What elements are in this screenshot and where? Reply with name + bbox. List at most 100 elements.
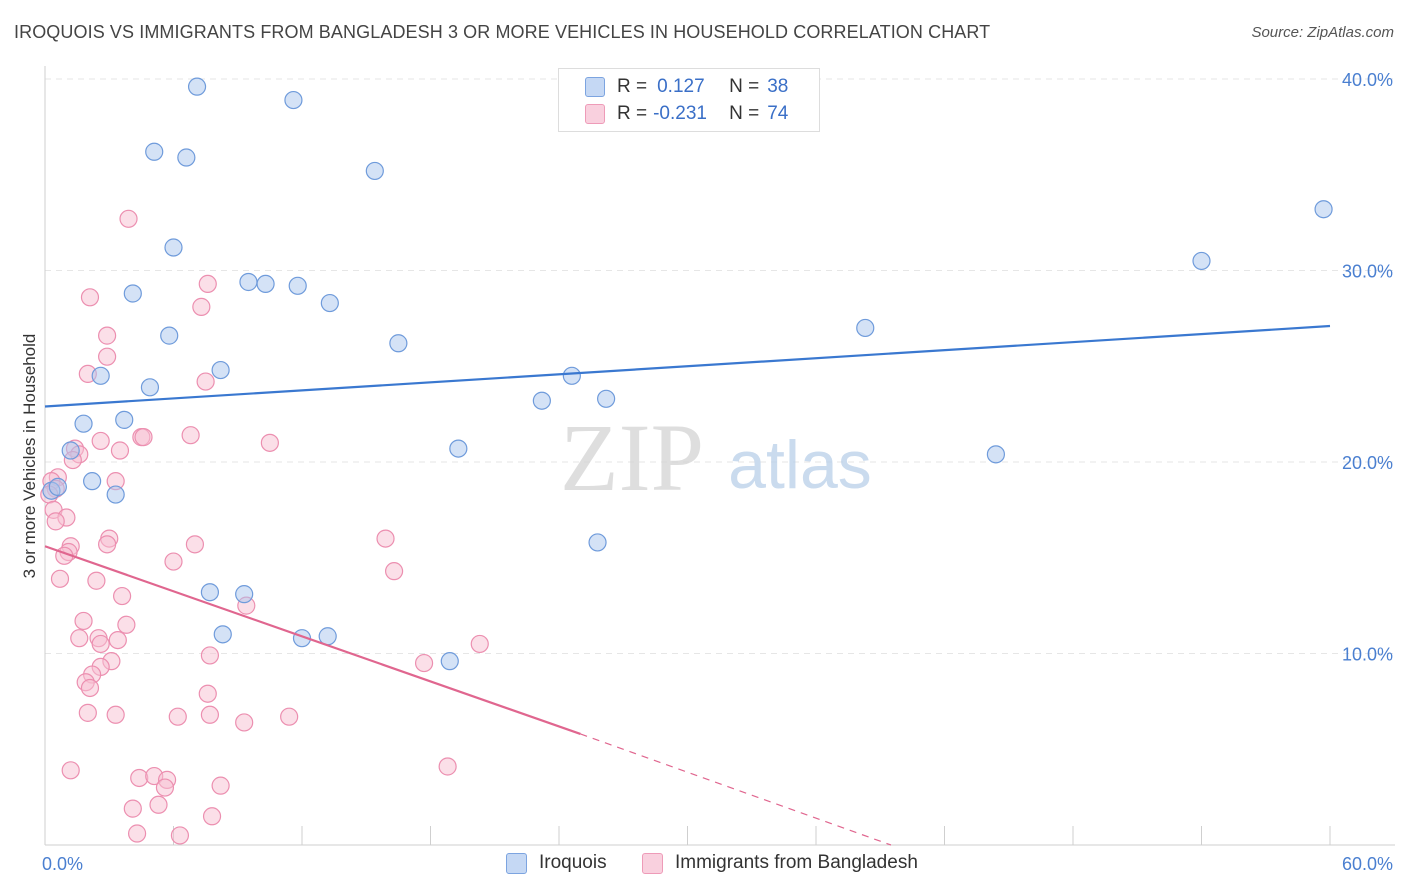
bangladesh-point: [438, 757, 457, 776]
legend-n-value-bangladesh: 74: [767, 103, 789, 124]
iroquois-point: [562, 366, 581, 385]
legend-n-value-iroquois: 38: [767, 76, 789, 97]
bangladesh-point: [168, 707, 187, 726]
iroquois-point: [449, 439, 468, 458]
bangladesh-point: [260, 433, 279, 452]
bangladesh-point: [74, 611, 93, 631]
series-immigrants-from-bangladesh-points: [40, 209, 489, 845]
iroquois-point: [986, 445, 1006, 464]
bangladesh-point: [98, 347, 117, 366]
y-tick-labels: 10.0% 20.0% 30.0% 40.0%: [1342, 70, 1393, 665]
bangladesh-point: [46, 512, 65, 531]
iroquois-point: [856, 318, 875, 338]
bangladesh-point: [110, 441, 130, 460]
bangladesh-point: [384, 562, 404, 581]
y-tick-label: 20.0%: [1342, 453, 1393, 473]
bangladesh-point: [91, 431, 110, 451]
bangladesh-point: [170, 826, 190, 845]
bangladesh-trend-line: [44, 545, 581, 735]
iroquois-point: [61, 441, 80, 460]
watermark-atlas: atlas: [728, 427, 872, 503]
y-tick-label: 30.0%: [1342, 262, 1393, 282]
bangladesh-point: [192, 297, 211, 316]
series-iroquois-points: [42, 77, 1333, 671]
iroquois-point: [160, 326, 179, 345]
bangladesh-point: [127, 824, 147, 843]
iroquois-point: [389, 334, 408, 353]
legend-row-iroquois: R = 0.127 N = 38: [585, 74, 788, 100]
watermark: ZIP atlas: [560, 404, 872, 511]
bottom-legend-bangladesh: Immigrants from Bangladesh: [642, 852, 918, 874]
legend-n-label: N =: [729, 76, 760, 97]
iroquois-point: [440, 652, 459, 671]
bottom-legend-iroquois: Iroquois: [506, 852, 607, 874]
bangladesh-point: [470, 634, 489, 654]
iroquois-point: [597, 389, 616, 408]
bangladesh-point: [164, 552, 183, 571]
bottom-legend-label-bangladesh: Immigrants from Bangladesh: [675, 852, 918, 873]
iroquois-point: [235, 585, 254, 604]
legend-swatch-iroquois: [585, 77, 605, 97]
bangladesh-point: [112, 586, 132, 606]
iroquois-point: [256, 274, 275, 294]
iroquois-point: [288, 276, 307, 295]
iroquois-point: [187, 77, 207, 96]
legend-r-value-bangladesh: -0.231: [653, 103, 707, 124]
iroquois-point: [48, 477, 67, 496]
iroquois-point: [284, 90, 303, 110]
trend-lines: [44, 324, 1331, 846]
x-tick-label: 60.0%: [1342, 854, 1393, 874]
bangladesh-point: [98, 535, 117, 554]
bottom-legend-swatch-bangladesh: [642, 852, 663, 874]
bangladesh-point: [117, 615, 136, 634]
iroquois-point: [74, 414, 93, 433]
chart-title: IROQUOIS VS IMMIGRANTS FROM BANGLADESH 3…: [14, 22, 991, 42]
legend-n-label: N =: [729, 103, 760, 124]
bangladesh-point: [376, 529, 395, 548]
bangladesh-point: [70, 629, 89, 648]
iroquois-point: [200, 583, 220, 602]
bangladesh-point: [61, 761, 80, 780]
bangladesh-point: [134, 428, 153, 447]
iroquois-point: [239, 272, 258, 292]
iroquois-point: [211, 360, 230, 380]
iroquois-point: [1314, 200, 1333, 219]
legend-r-label: R =: [617, 76, 648, 97]
bangladesh-point: [235, 713, 254, 732]
bangladesh-point: [211, 776, 230, 795]
iroquois-point: [177, 148, 196, 167]
legend-r-value-iroquois: 0.127: [657, 76, 705, 97]
iroquois-point: [106, 485, 125, 504]
bangladesh-point: [119, 209, 138, 228]
bottom-legend-label-iroquois: Iroquois: [539, 852, 607, 873]
iroquois-point: [140, 378, 160, 397]
bangladesh-point: [414, 653, 434, 673]
bottom-legend-swatch-iroquois: [506, 852, 527, 874]
iroquois-point: [1192, 251, 1211, 271]
bangladesh-point: [130, 768, 149, 788]
bangladesh-point: [198, 684, 217, 703]
legend-swatch-bangladesh: [585, 104, 605, 124]
legend-r-label: R =: [617, 103, 648, 124]
iroquois-point: [123, 284, 142, 303]
bangladesh-point: [155, 778, 175, 797]
correlation-legend: R = 0.127 N = 38 R = -0.231 N = 74: [558, 68, 820, 132]
bangladesh-point: [80, 288, 100, 307]
bangladesh-point: [185, 535, 205, 554]
iroquois-point: [532, 391, 551, 410]
source-label: Source: ZipAtlas.com: [1251, 24, 1394, 41]
iroquois-point: [164, 238, 183, 257]
bangladesh-point: [50, 569, 70, 588]
bangladesh-point: [149, 795, 168, 814]
bangladesh-point: [181, 426, 200, 445]
bangladesh-point: [106, 705, 125, 724]
bangladesh-point: [123, 799, 142, 818]
legend-row-bangladesh: R = -0.231 N = 74: [585, 101, 788, 127]
bangladesh-point: [108, 630, 127, 650]
bangladesh-point: [91, 634, 110, 654]
bangladesh-point: [78, 703, 97, 722]
gridlines: [45, 78, 1395, 654]
y-tick-label: 40.0%: [1342, 70, 1393, 90]
iroquois-point: [365, 161, 384, 181]
